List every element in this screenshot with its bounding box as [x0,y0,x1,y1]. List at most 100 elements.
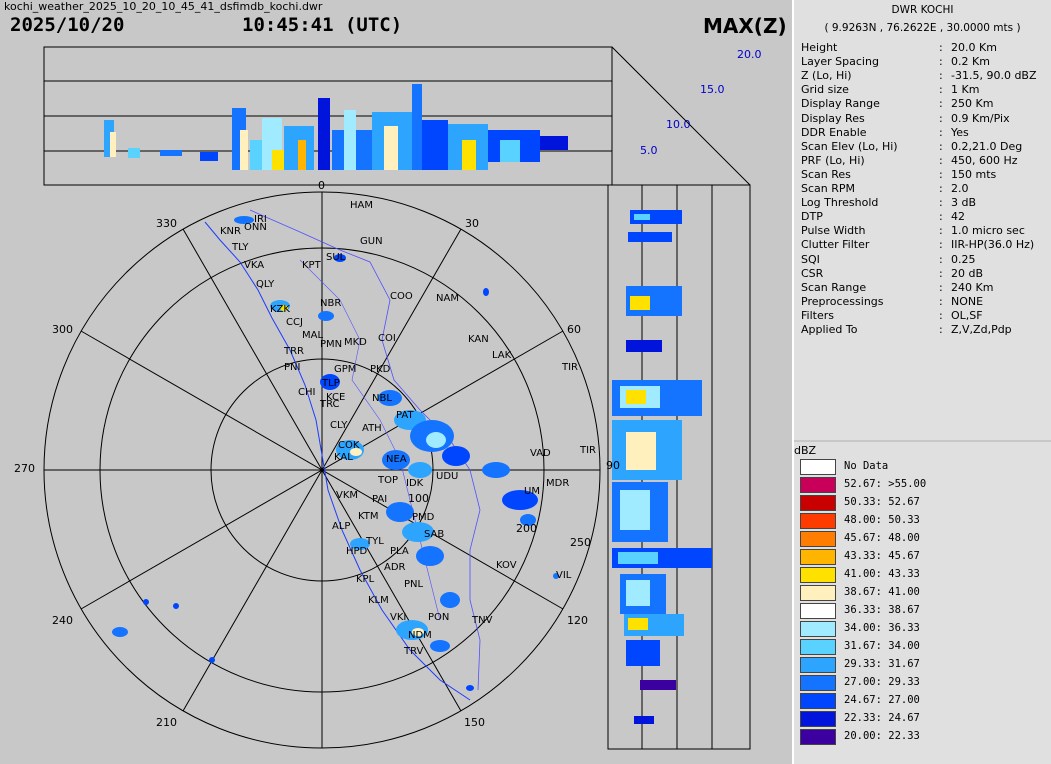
place-nam: NAM [436,293,459,304]
param-label: Scan Range [801,280,867,294]
place-iri: IRI [254,214,267,225]
place-tnv: TNV [471,615,493,626]
place-adr: ADR [384,562,406,573]
station-name: DWR KOCHI [891,4,954,16]
place-tyl: TYL [365,536,384,547]
place-tlp: TLP [321,378,340,389]
param-value: 20.0 Km [951,41,997,54]
param-colon: : [939,308,943,322]
azimuth-label-150: 150 [464,716,485,729]
place-coo: COO [390,291,413,302]
place-cok: COK [338,440,360,451]
height-label-10: 10.0 [666,118,691,131]
azimuth-label-30: 30 [465,217,479,230]
place-coi: COI [378,333,396,344]
param-value: 1.0 micro sec [951,224,1025,238]
param-label: Height [801,41,838,54]
param-colon: : [939,224,943,238]
place-alp: ALP [332,521,350,532]
place-mal: MAL [302,330,323,341]
param-value: 20 dB [951,266,984,280]
param-colon: : [939,323,943,336]
scan-date: 2025/10/20 [10,14,125,36]
azimuth-labels: 0 30 60 90 120 150 210 240 270 300 330 [14,179,620,729]
param-colon: : [939,252,943,266]
param-label: Z (Lo, Hi) [801,69,852,83]
param-colon: : [939,41,943,54]
place-tir: TIR [561,362,578,373]
azimuth-label-0: 0 [318,179,325,192]
place-sul: SUL [326,252,346,263]
place-tly: TLY [231,242,249,253]
place-vad: VAD [530,448,551,459]
legend-label: 52.67: >55.00 [844,478,927,490]
place-pni: PNI [284,362,300,373]
place-chi: CHI [298,387,315,398]
place-kal: KAL [334,452,353,463]
place-tir-2: TIR [579,445,596,456]
place-vkm: VKM [336,490,358,501]
place-trv: TRV [403,646,424,657]
legend-label: 36.33: 38.67 [844,604,920,616]
place-qly: QLY [256,279,275,290]
param-value: OL,SF [951,308,983,322]
param-colon: : [939,182,943,195]
top-cross-section [43,46,750,186]
legend-panel: dBZ No Data 52.67: >55.00 50.33: 52.67 48.0… [794,442,1051,764]
param-colon: : [939,196,943,210]
param-label: Scan Res [801,167,851,181]
legend-swatch [800,729,836,745]
param-colon: : [939,111,943,125]
param-label: Clutter Filter [801,238,870,252]
param-value: 240 Km [951,280,994,294]
place-kzk: KZK [270,304,290,315]
place-mkd: MKD [344,337,367,348]
param-label: Grid size [801,83,849,97]
height-label-5: 5.0 [640,144,658,157]
place-ktm: KTM [358,511,379,522]
info-panel: DWR KOCHI ( 9.9263N , 76.2622E , 30.0000… [794,0,1051,440]
azimuth-label-240: 240 [52,614,73,627]
ppi-echo [112,216,559,691]
azimuth-label-60: 60 [567,323,581,336]
place-pai: PAI [372,494,387,505]
param-value: 42 [951,210,965,224]
place-ccj: CCJ [286,317,303,328]
param-label: Layer Spacing [801,55,879,69]
legend-label: 45.67: 48.00 [844,532,920,544]
place-sab: SAB [424,529,444,540]
param-value: Z,V,Zd,Pdp [951,323,1012,336]
param-colon: : [939,280,943,294]
place-kpt: KPT [302,260,322,271]
legend-swatch [800,531,836,547]
place-udu: UDU [436,471,458,482]
param-colon: : [939,294,943,308]
range-label-250: 250 [570,536,591,549]
place-nea: NEA [386,454,407,465]
legend-label: 34.00: 36.33 [844,622,920,634]
product-name: MAX(Z) [703,14,787,38]
param-colon: : [939,83,943,97]
legend-swatch [800,549,836,565]
param-label: Preprocessings [801,294,884,308]
legend-swatch [800,477,836,493]
param-colon: : [939,210,943,224]
legend-label: 27.00: 29.33 [844,676,920,688]
place-pkd: PKD [370,364,391,375]
place-gun: GUN [360,236,383,247]
legend-label: 31.67: 34.00 [844,640,920,652]
radar-display[interactable]: 20.0 15.0 10.0 5.0 [0,40,792,764]
legend-label: 43.33: 45.67 [844,550,920,562]
param-colon: : [939,55,943,69]
place-cly: CLY [330,420,348,431]
height-axis-labels: 20.0 15.0 10.0 5.0 [640,48,762,157]
range-label-100: 100 [408,492,429,505]
place-gpm: GPM [334,364,356,375]
range-label-200: 200 [516,522,537,535]
param-colon: : [939,97,943,111]
param-colon: : [939,139,943,153]
param-value: 150 mts [951,167,997,181]
legend-label: No Data [844,460,889,472]
scan-time: 10:45:41 (UTC) [242,14,403,36]
param-label: SQI [801,252,820,266]
